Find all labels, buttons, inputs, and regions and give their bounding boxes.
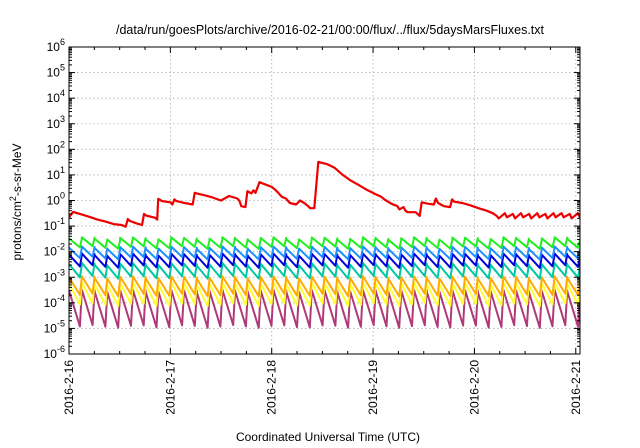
y-tick-label: 10-1	[44, 216, 65, 233]
series-layer	[69, 160, 580, 329]
chart-title: /data/run/goesPlots/archive/2016-02-21/0…	[116, 23, 545, 37]
y-tick-label-base: 10	[47, 91, 61, 105]
y-tick-label-exponent: 4	[60, 88, 65, 98]
y-tick-label-base: 10	[47, 40, 61, 54]
y-tick-label-exponent: 5	[60, 63, 65, 73]
axes: 10-610-510-410-310-210-11001011021031041…	[44, 37, 583, 415]
x-tick-label: 2016-2-21	[569, 360, 583, 415]
y-tick-label: 103	[47, 114, 65, 131]
series-line	[69, 252, 580, 269]
y-tick-label-base: 10	[44, 245, 58, 259]
y-tick-label-base: 10	[47, 66, 61, 80]
y-tick-label-exponent: 2	[60, 139, 65, 149]
y-tick-label-exponent: 0	[60, 191, 65, 201]
y-tick-label-exponent: -5	[57, 318, 65, 328]
series-line	[69, 245, 580, 261]
y-tick-label-exponent: -6	[57, 344, 65, 354]
y-axis-label-part-1: protons/cm	[10, 201, 24, 260]
y-tick-label-exponent: -2	[57, 242, 65, 252]
y-tick-label-exponent: -1	[57, 216, 65, 226]
y-tick-label-exponent: 3	[60, 114, 65, 124]
y-tick-label: 106	[47, 37, 65, 54]
y-tick-label-exponent: -3	[57, 267, 65, 277]
y-tick-label-exponent: 1	[60, 165, 65, 175]
y-tick-label: 10-5	[44, 318, 65, 335]
y-axis-label: protons/cm2-s-sr-MeV	[8, 143, 24, 260]
series-line	[69, 236, 580, 250]
y-tick-label-base: 10	[44, 347, 58, 361]
y-tick-label-base: 10	[44, 296, 58, 310]
y-tick-label: 10-4	[44, 293, 65, 310]
y-tick-label-base: 10	[47, 194, 61, 208]
series-line	[69, 275, 580, 298]
y-tick-label-base: 10	[47, 117, 61, 131]
y-tick-label: 101	[47, 165, 65, 182]
y-axis-label-part-2: 2	[8, 196, 18, 201]
y-tick-label: 102	[47, 139, 65, 156]
y-tick-label: 10-3	[44, 267, 65, 284]
x-axis-label: Coordinated Universal Time (UTC)	[236, 430, 420, 444]
y-axis-label-part-3: -s-sr-MeV	[10, 143, 24, 196]
y-tick-label: 104	[47, 88, 65, 105]
y-tick-label-exponent: 6	[60, 37, 65, 47]
y-tick-label-base: 10	[44, 270, 58, 284]
y-tick-label: 10-6	[44, 344, 65, 361]
y-tick-label-exponent: -4	[57, 293, 65, 303]
x-tick-label: 2016-2-17	[163, 360, 177, 415]
y-tick-label-base: 10	[47, 142, 61, 156]
y-tick-label: 105	[47, 63, 65, 80]
y-tick-label-base: 10	[44, 321, 58, 335]
x-tick-label: 2016-2-19	[366, 360, 380, 415]
y-tick-label: 100	[47, 191, 65, 208]
series-line	[69, 160, 580, 228]
y-tick-label-base: 10	[44, 219, 58, 233]
x-tick-label: 2016-2-18	[265, 360, 279, 415]
series-line	[69, 261, 580, 280]
y-tick-label-base: 10	[47, 168, 61, 182]
y-tick-label: 10-2	[44, 242, 65, 259]
x-tick-label: 2016-2-20	[467, 360, 481, 415]
x-tick-label: 2016-2-16	[62, 360, 76, 415]
series-line	[69, 288, 580, 329]
